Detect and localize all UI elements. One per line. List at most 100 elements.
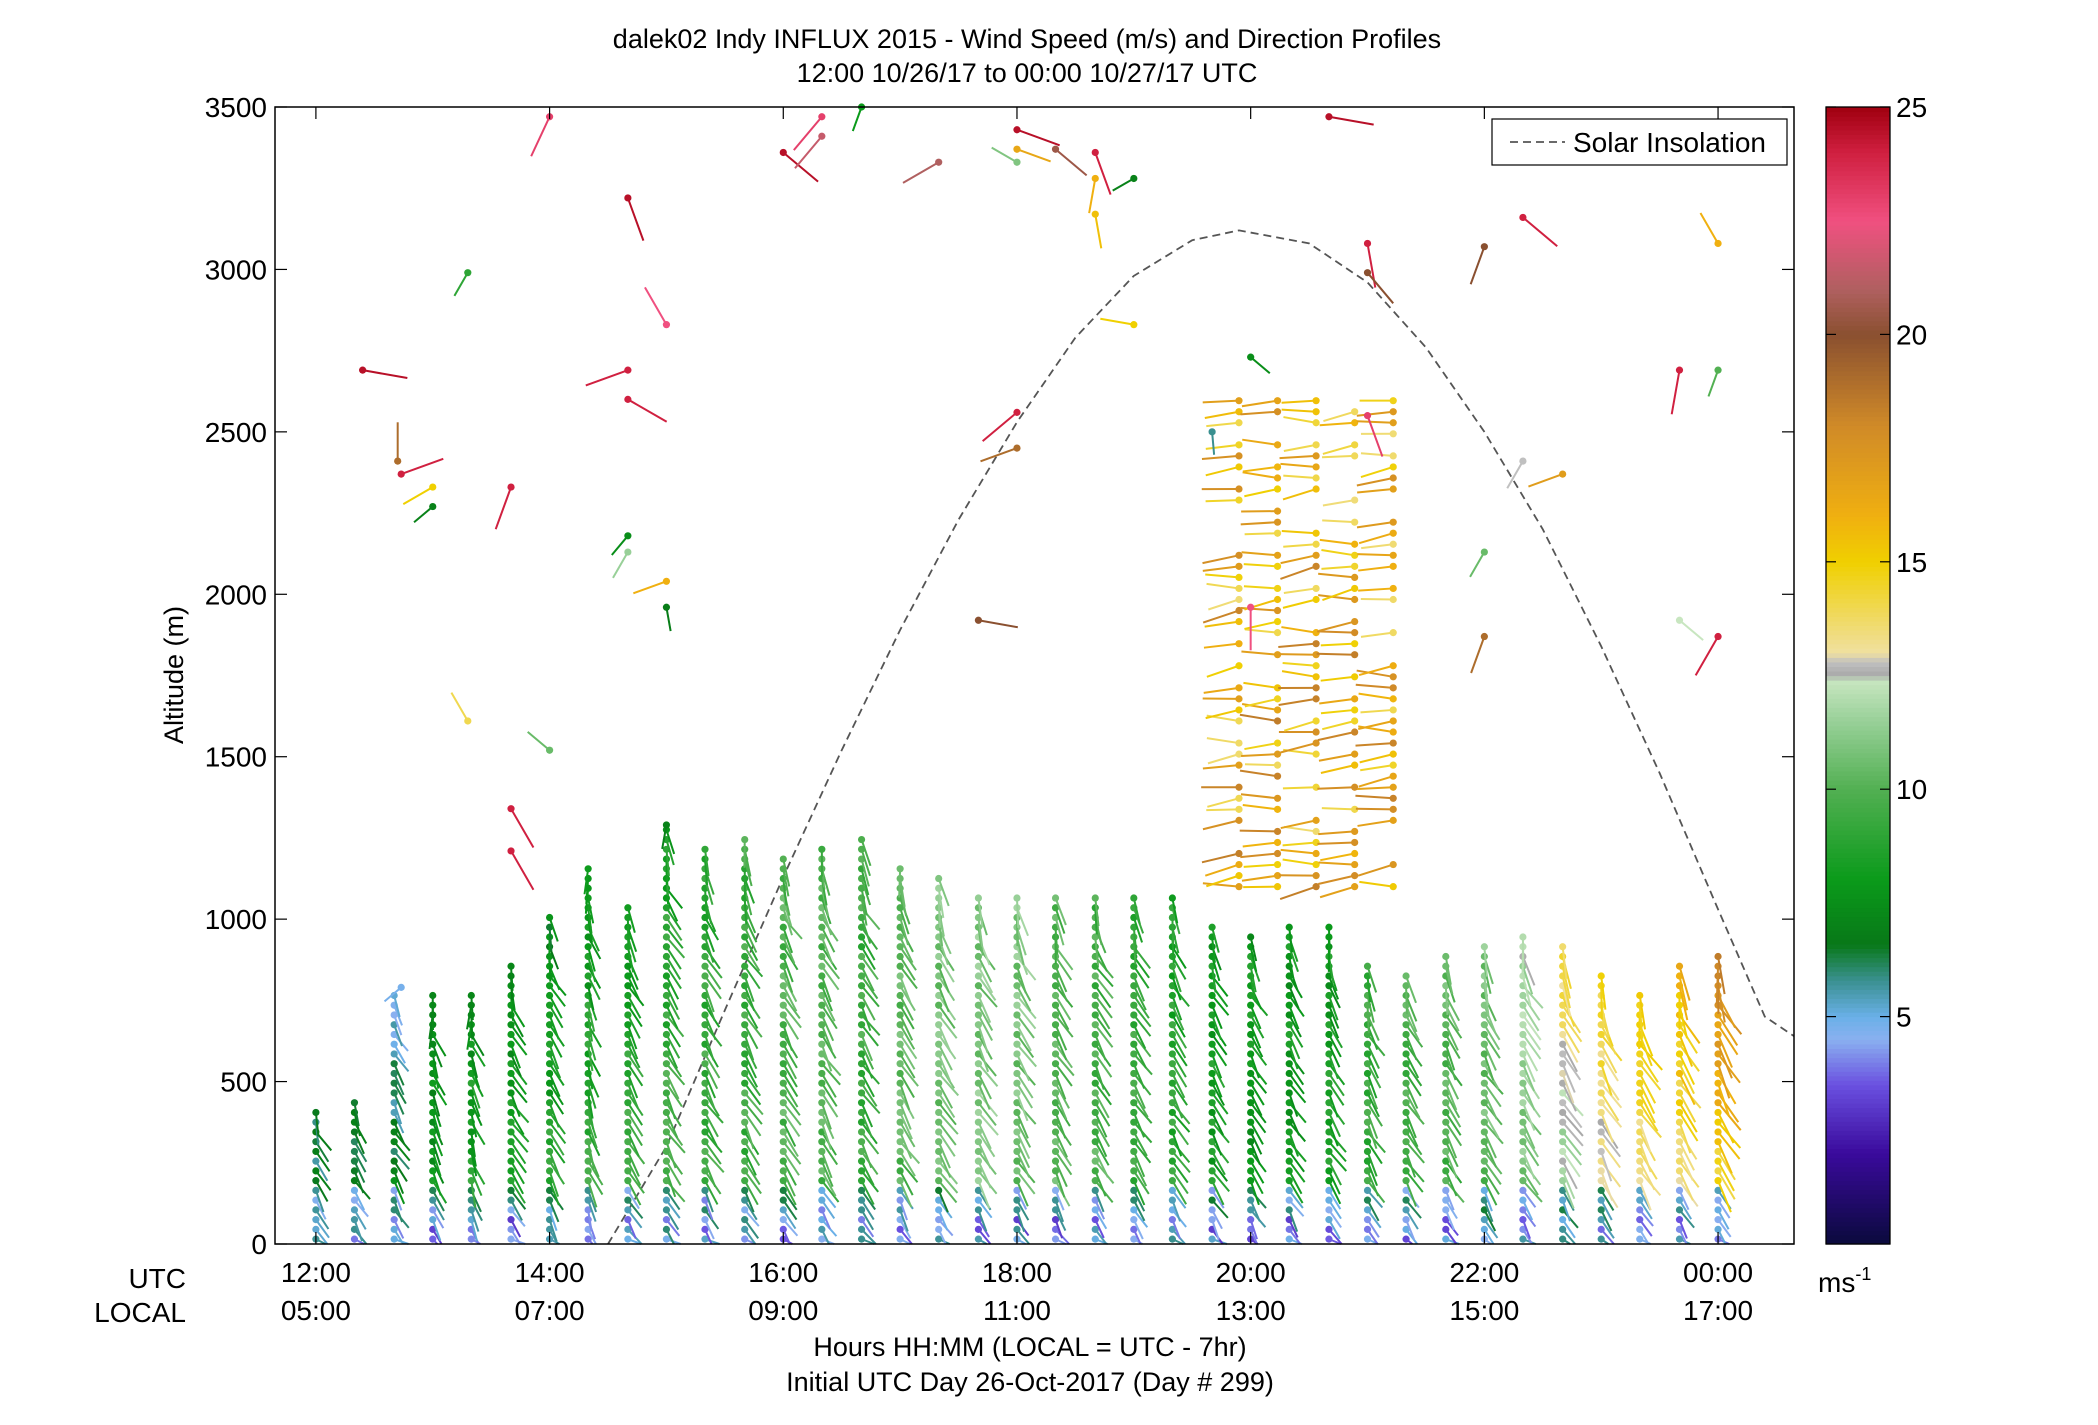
wind-barb-dot [741, 1138, 749, 1146]
wind-barb-dot [1168, 1108, 1176, 1117]
colorbar-swatch [1826, 111, 1890, 117]
wind-barb [662, 1030, 681, 1059]
wind-barb-shaft [1239, 829, 1278, 833]
wind-barb-dot [896, 1050, 904, 1058]
wind-barb-dot [1051, 1108, 1060, 1117]
colorbar-swatch [1826, 1066, 1890, 1072]
wind-barb [624, 982, 645, 1007]
colorbar-swatch [1826, 843, 1890, 849]
wind-barb-dot [545, 913, 554, 922]
wind-barb-dot [350, 1157, 359, 1165]
colorbar-swatch [1826, 884, 1890, 890]
colorbar-swatch [1826, 616, 1890, 622]
x-tick-label-utc: 00:00 [1683, 1257, 1753, 1288]
wind-barb-dot [857, 1196, 866, 1204]
wind-barb-dot [1480, 1118, 1488, 1126]
wind-barb-shaft [583, 868, 590, 895]
wind-barb-dot [818, 1099, 826, 1107]
wind-barb-aloft-dot [1714, 239, 1722, 248]
wind-barb-dot [662, 1118, 671, 1126]
wind-barb [741, 962, 761, 990]
utc-row-label: UTC [128, 1263, 186, 1294]
wind-barb-dot [1247, 1079, 1255, 1087]
wind-barb-dot [1675, 1138, 1684, 1146]
wind-barb-shaft [782, 897, 793, 927]
wind-barb-dot [1636, 1099, 1644, 1107]
colorbar-swatch [1826, 680, 1890, 686]
colorbar-swatch [1826, 1084, 1890, 1090]
wind-barb-dot [662, 1128, 671, 1136]
colorbar-swatch [1826, 184, 1890, 190]
colorbar-swatch [1826, 357, 1890, 363]
wind-barb-dot [545, 1157, 554, 1165]
wind-barb-dot [1312, 816, 1320, 824]
wind-barb-dot [818, 1167, 826, 1175]
wind-barb-shaft [470, 1063, 481, 1089]
wind-barb-shaft [665, 1033, 681, 1059]
wind-barb [624, 1128, 640, 1157]
y-tick-label: 1500 [205, 742, 267, 773]
wind-barb [390, 1196, 404, 1223]
wind-barb-shaft [821, 1092, 839, 1118]
wind-barb [584, 943, 596, 972]
wind-barb-dot [390, 1196, 398, 1204]
wind-barb-dot [662, 1079, 671, 1087]
wind-barb [857, 1138, 873, 1169]
wind-barb-dot [1351, 408, 1359, 416]
wind-barb-dot [1351, 883, 1359, 891]
wind-barb [818, 1030, 837, 1059]
wind-barb-shaft [743, 878, 755, 904]
wind-barb-dot [350, 1147, 359, 1156]
wind-barb-dot [390, 1157, 398, 1165]
wind-barb-shaft [782, 936, 796, 964]
wind-barb-dot [1442, 1099, 1450, 1107]
wind-barb [857, 1030, 873, 1062]
wind-barb-dot [818, 1196, 826, 1204]
wind-barb-dot [1051, 991, 1060, 1000]
wind-barb-dot [1389, 805, 1397, 813]
wind-barb-shaft [353, 1219, 363, 1242]
wind-barb [779, 1167, 796, 1197]
colorbar-swatch [1826, 370, 1890, 376]
wind-barb-dot [1273, 551, 1282, 559]
wind-barb-dot [1168, 962, 1176, 970]
wind-barb [818, 1069, 837, 1098]
wind-barb-dot [1091, 1186, 1099, 1194]
wind-barb-dot [1013, 1079, 1021, 1087]
wind-barb-dot [1273, 794, 1282, 802]
wind-barb-shaft [743, 1014, 763, 1038]
wind-barb-dot [818, 1021, 826, 1029]
wind-barb [701, 1138, 722, 1165]
wind-barb [545, 1079, 564, 1106]
wind-barb-dot [1325, 1157, 1333, 1165]
wind-barb-dot [1714, 1216, 1722, 1224]
wind-barb [624, 1021, 638, 1050]
wind-barb [507, 1108, 525, 1136]
wind-barb-dot [624, 1196, 632, 1204]
wind-barb-shaft [743, 1072, 762, 1097]
wind-barb-shaft [821, 1199, 836, 1220]
colorbar-swatch [1826, 1075, 1890, 1081]
wind-barb-shaft [314, 1190, 325, 1213]
wind-barb-dot [624, 1001, 632, 1009]
colorbar-swatch [1826, 757, 1890, 763]
wind-barb-shaft [704, 1131, 723, 1154]
wind-barb-dot [1273, 706, 1282, 714]
y-tick-label: 3000 [205, 254, 267, 285]
wind-barb [507, 1030, 528, 1056]
wind-barb [779, 952, 794, 983]
wind-barb-dot [1351, 651, 1359, 659]
wind-barb-dot [429, 1089, 437, 1097]
wind-barb-shaft [782, 1131, 799, 1158]
colorbar-swatch [1826, 1048, 1890, 1054]
wind-barb-shaft [665, 829, 676, 855]
colorbar-swatch [1826, 484, 1890, 490]
wind-barb-dot [1402, 1099, 1410, 1107]
wind-barb [584, 1157, 604, 1186]
wind-barb-dot [467, 1206, 475, 1214]
colorbar-swatch [1826, 1007, 1890, 1013]
wind-barb-shaft [782, 1141, 802, 1165]
wind-barb [701, 1177, 719, 1205]
colorbar-swatch [1826, 188, 1890, 195]
wind-barb-dot [1351, 617, 1359, 626]
